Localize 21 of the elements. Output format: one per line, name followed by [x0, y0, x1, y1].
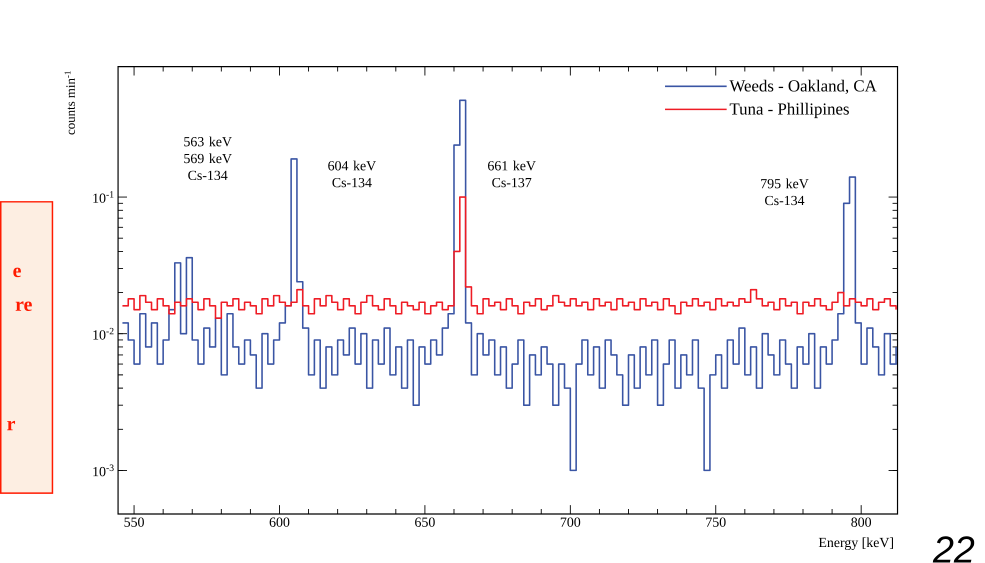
text: re [16, 302, 32, 312]
x-tick-label: 650 [415, 518, 435, 527]
x-tick-label: 700 [560, 518, 580, 527]
y-tick-label: 10$^{-2}$ [93, 328, 114, 340]
annotation: 604 keV Cs-134 [328, 160, 376, 188]
x-axis-title: Energy [keV] [818, 538, 893, 550]
legend-label: Tuna - Phillipines [730, 102, 849, 118]
y-tick-label: 10$^{-1}$ [93, 191, 114, 204]
x-tick-label: 750 [706, 518, 726, 527]
y-tick-label: 10$^{-3}$ [93, 464, 114, 476]
x-tick-label: 600 [270, 518, 290, 527]
annotation: 795 keV Cs-134 [761, 178, 809, 206]
text: 22 [932, 536, 974, 563]
x-tick-label: 800 [851, 518, 872, 527]
text: e [13, 268, 21, 278]
x-tick-label: 550 [124, 518, 144, 527]
annotation: 563 keV 569 keV Cs-134 [184, 136, 232, 180]
text: r [7, 420, 16, 430]
y-axis-title: counts min$^{-1}$ [64, 71, 75, 135]
legend-label: Weeds - Oakland, CA [729, 80, 877, 94]
annotation: 661 keV Cs-137 [488, 160, 536, 188]
